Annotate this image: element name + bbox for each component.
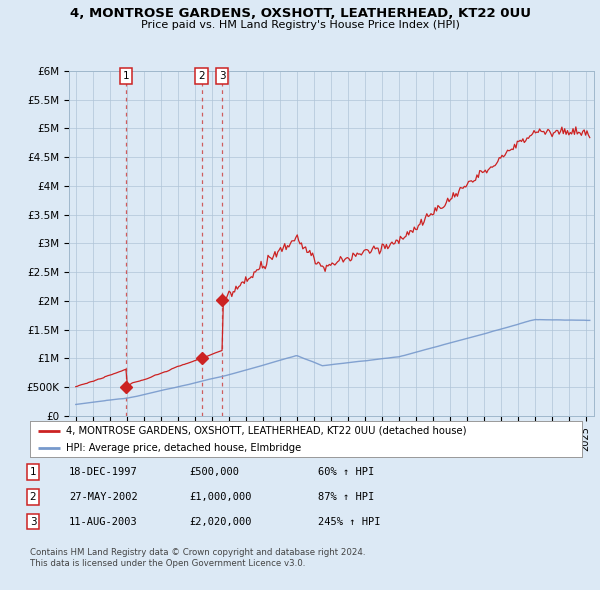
Text: £2,020,000: £2,020,000 <box>189 517 251 526</box>
Text: 87% ↑ HPI: 87% ↑ HPI <box>318 492 374 502</box>
Text: 11-AUG-2003: 11-AUG-2003 <box>69 517 138 526</box>
Text: 1: 1 <box>123 71 130 81</box>
Text: 18-DEC-1997: 18-DEC-1997 <box>69 467 138 477</box>
Text: 4, MONTROSE GARDENS, OXSHOTT, LEATHERHEAD, KT22 0UU (detached house): 4, MONTROSE GARDENS, OXSHOTT, LEATHERHEA… <box>66 426 466 436</box>
Text: £1,000,000: £1,000,000 <box>189 492 251 502</box>
Text: 1: 1 <box>29 467 37 477</box>
Text: 2: 2 <box>199 71 205 81</box>
Text: Contains HM Land Registry data © Crown copyright and database right 2024.
This d: Contains HM Land Registry data © Crown c… <box>30 548 365 568</box>
Text: 245% ↑ HPI: 245% ↑ HPI <box>318 517 380 526</box>
Text: 3: 3 <box>219 71 226 81</box>
Text: HPI: Average price, detached house, Elmbridge: HPI: Average price, detached house, Elmb… <box>66 443 301 453</box>
Text: 60% ↑ HPI: 60% ↑ HPI <box>318 467 374 477</box>
Text: Price paid vs. HM Land Registry's House Price Index (HPI): Price paid vs. HM Land Registry's House … <box>140 20 460 30</box>
Text: 27-MAY-2002: 27-MAY-2002 <box>69 492 138 502</box>
Text: 2: 2 <box>29 492 37 502</box>
Text: 3: 3 <box>29 517 37 526</box>
Text: 4, MONTROSE GARDENS, OXSHOTT, LEATHERHEAD, KT22 0UU: 4, MONTROSE GARDENS, OXSHOTT, LEATHERHEA… <box>70 7 530 20</box>
Text: £500,000: £500,000 <box>189 467 239 477</box>
